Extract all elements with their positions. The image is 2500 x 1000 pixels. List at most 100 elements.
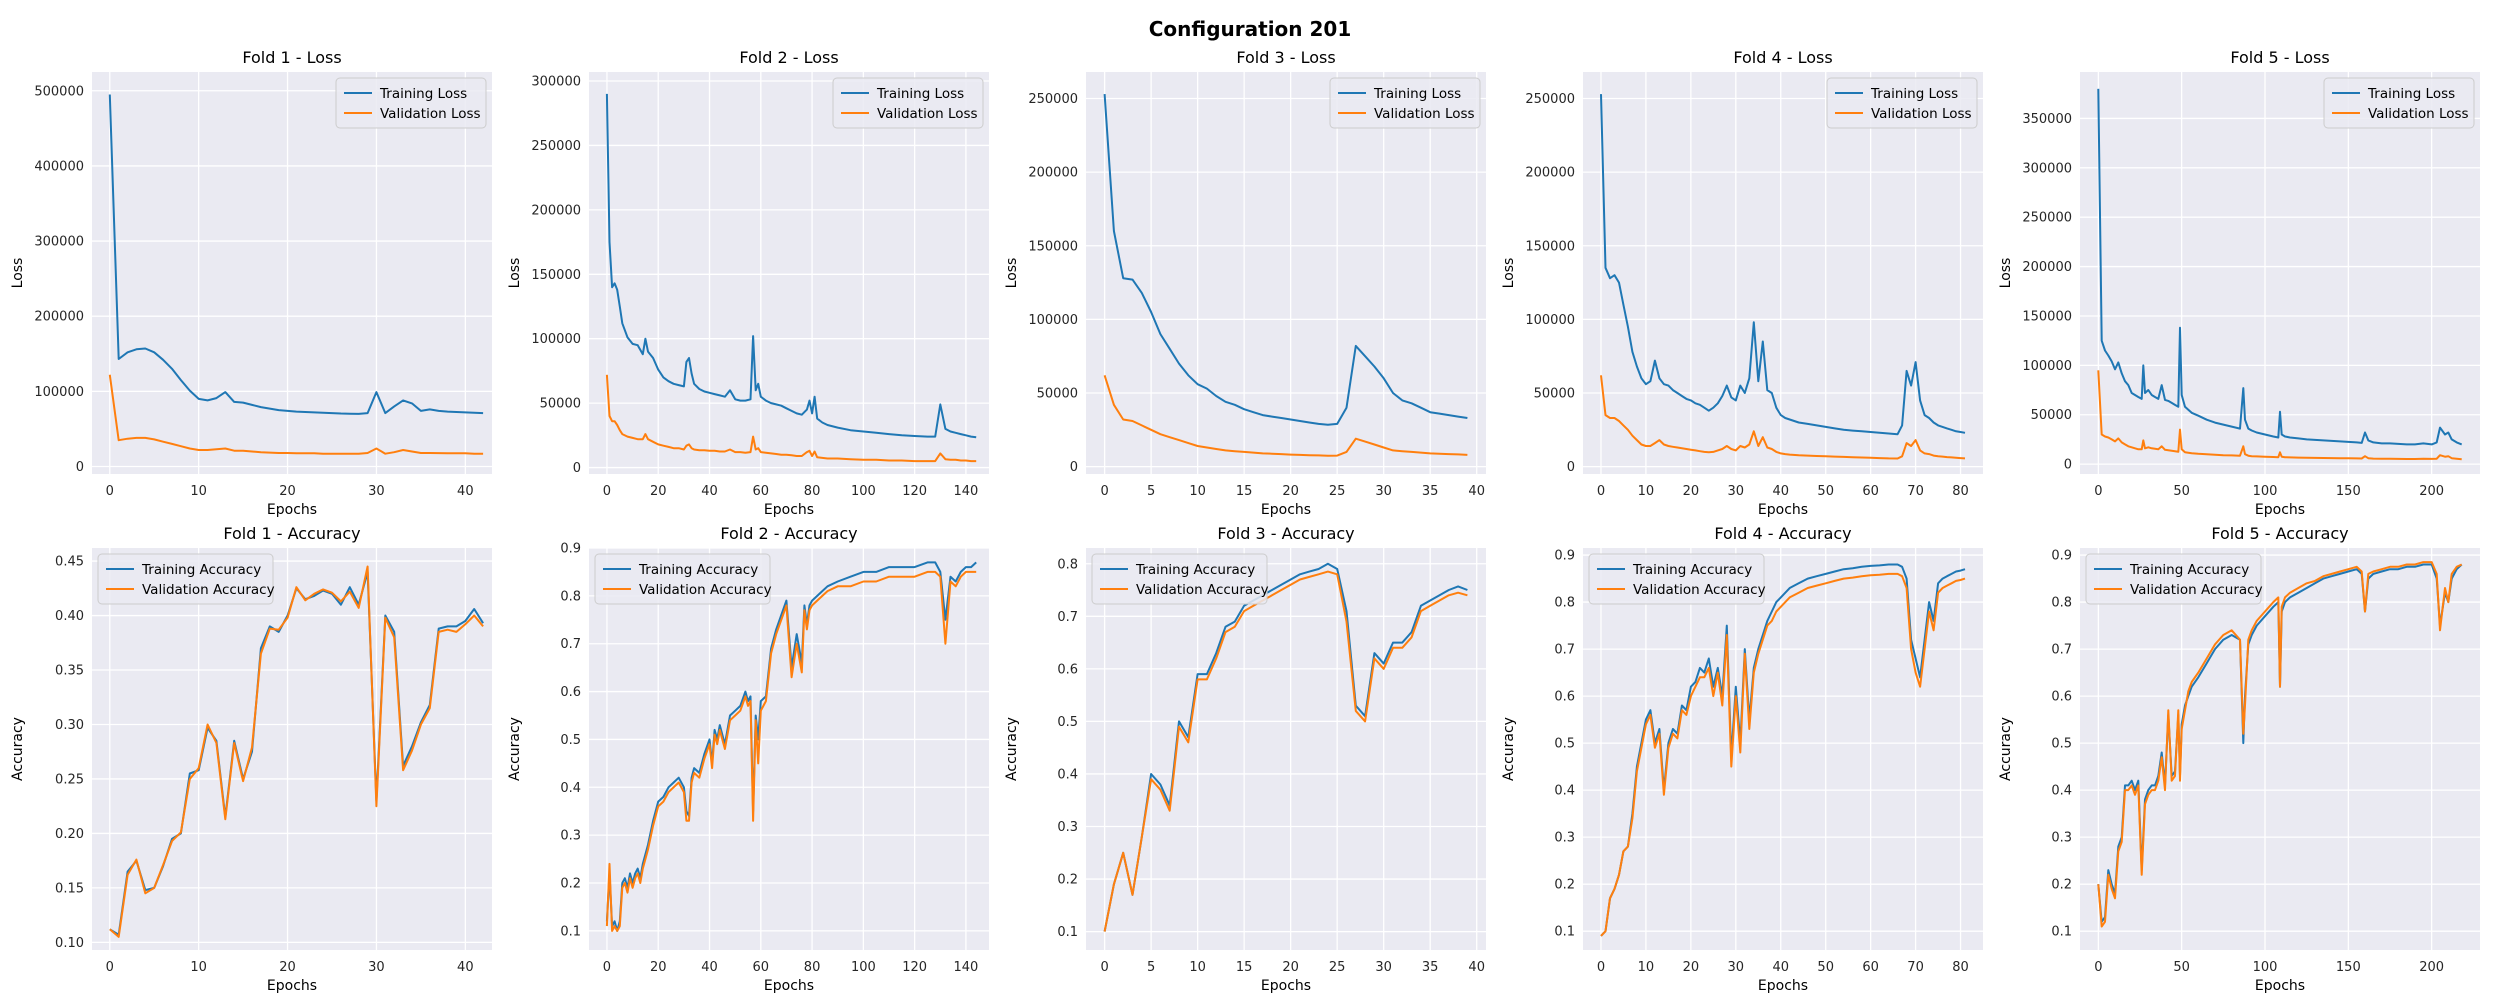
- y-tick-label: 0.1: [1554, 925, 1575, 940]
- y-axis-label: Loss: [10, 258, 26, 289]
- y-tick-label: 0.4: [560, 781, 581, 796]
- y-tick-label: 0: [1070, 460, 1078, 475]
- legend-label: Training Loss: [2367, 86, 2455, 102]
- y-tick-label: 0.5: [1554, 737, 1575, 752]
- x-tick-label: 20: [279, 960, 296, 975]
- y-tick-label: 0.2: [2051, 878, 2072, 893]
- x-tick-label: 20: [1683, 484, 1700, 499]
- plot-area: [1583, 548, 1983, 950]
- y-tick-label: 0.15: [55, 881, 84, 896]
- x-tick-label: 10: [1638, 960, 1655, 975]
- y-tick-label: 0.6: [560, 685, 581, 700]
- x-tick-label: 0: [603, 484, 611, 499]
- series-line-training: [1103, 94, 1468, 426]
- x-tick-label: 70: [1907, 484, 1924, 499]
- y-axis-label: Accuracy: [10, 717, 26, 781]
- subplot-9: 0 10 20 30 40 50 60 70 80 0.1 0.2 0.3 0.4 0.5 0.6 0.7 0.…: [1501, 524, 1983, 994]
- y-tick-label: 0.6: [2051, 690, 2072, 705]
- legend-box: [335, 77, 487, 129]
- x-tick-label: 40: [1468, 960, 1485, 975]
- x-tick-label: 0: [1597, 484, 1605, 499]
- y-tick-label: 0.8: [1554, 596, 1575, 611]
- x-tick-label: 0: [2094, 484, 2102, 499]
- x-tick-label: 140: [954, 484, 979, 499]
- y-tick-label: 0.9: [560, 542, 581, 557]
- subplot-6: 0 10 20 30 40 0.10 0.15 0.20 0.25 0.30 0.35 0.40 0.4…: [10, 524, 492, 994]
- y-tick-label: 0.8: [1057, 557, 1078, 572]
- x-tick-label: 20: [650, 484, 667, 499]
- x-tick-label: 50: [2173, 960, 2190, 975]
- subplot-5: 0 50 100 150 200 0 50000 100000 150000 200000 2500…: [1998, 48, 2480, 518]
- y-tick-label: 0.3: [560, 829, 581, 844]
- x-tick-label: 30: [1728, 484, 1745, 499]
- x-tick-label: 25: [1329, 960, 1346, 975]
- legend-label: Training Loss: [876, 86, 964, 102]
- legend: Training Loss Validation Loss: [335, 77, 487, 129]
- x-tick-label: 40: [1772, 960, 1789, 975]
- legend-label: Training Accuracy: [1632, 562, 1752, 578]
- x-tick-label: 40: [1772, 484, 1789, 499]
- y-tick-label: 200000: [2022, 260, 2072, 275]
- legend-label: Validation Accuracy: [639, 582, 772, 598]
- y-tick-label: 0.3: [2051, 831, 2072, 846]
- plot-area: [589, 548, 989, 950]
- y-tick-label: 0: [2064, 458, 2072, 473]
- legend-label: Validation Accuracy: [1136, 582, 1269, 598]
- y-axis-label: Accuracy: [1501, 717, 1517, 781]
- x-tick-label: 0: [2094, 960, 2102, 975]
- figure-title: Configuration 201: [1149, 17, 1352, 41]
- y-tick-label: 0.7: [2051, 643, 2072, 658]
- y-tick-label: 0.2: [1057, 873, 1078, 888]
- x-axis-label: Epochs: [764, 978, 814, 994]
- y-tick-label: 0.3: [1554, 831, 1575, 846]
- x-tick-label: 50: [1817, 484, 1834, 499]
- y-tick-label: 0.35: [55, 664, 84, 679]
- x-tick-label: 60: [1862, 960, 1879, 975]
- y-tick-label: 0.5: [560, 733, 581, 748]
- y-tick-label: 0.1: [1057, 925, 1078, 940]
- legend: Training Accuracy Validation Accuracy: [1091, 553, 1269, 605]
- x-tick-label: 40: [457, 960, 474, 975]
- y-tick-label: 50000: [2031, 408, 2072, 423]
- x-tick-label: 0: [1100, 960, 1108, 975]
- x-tick-label: 120: [902, 960, 927, 975]
- subplot-title: Fold 5 - Loss: [2230, 48, 2329, 67]
- x-tick-label: 100: [851, 960, 876, 975]
- x-axis-label: Epochs: [1261, 978, 1311, 994]
- x-tick-label: 30: [1375, 484, 1392, 499]
- y-tick-label: 0.2: [1554, 878, 1575, 893]
- x-tick-label: 40: [701, 960, 718, 975]
- x-tick-label: 140: [954, 960, 979, 975]
- y-tick-label: 250000: [1525, 92, 1575, 107]
- y-tick-label: 300000: [34, 235, 84, 250]
- legend-box: [1588, 553, 1765, 605]
- y-tick-label: 500000: [34, 84, 84, 99]
- subplot-2: 0 20 40 60 80 100 120 140 0 50000 100000 150000 2000…: [507, 48, 989, 518]
- y-tick-label: 150000: [1525, 239, 1575, 254]
- x-axis-label: Epochs: [2255, 502, 2305, 518]
- subplot-8: 0 5 10 15 20 25 30 35 40 0.1 0.2 0.3 0.4 0.5 0.6 0.7 0.8…: [1004, 524, 1486, 994]
- series-line-validation: [605, 374, 977, 463]
- x-tick-label: 0: [603, 960, 611, 975]
- y-tick-label: 0.9: [2051, 549, 2072, 564]
- y-tick-label: 0.7: [560, 637, 581, 652]
- x-tick-label: 50: [1817, 960, 1834, 975]
- x-tick-label: 60: [1862, 484, 1879, 499]
- y-tick-label: 100000: [531, 332, 581, 347]
- legend-label: Validation Accuracy: [2130, 582, 2263, 598]
- y-tick-label: 0.4: [1554, 784, 1575, 799]
- x-tick-label: 50: [2173, 484, 2190, 499]
- series-line-training: [108, 94, 484, 415]
- x-tick-label: 200: [2419, 960, 2444, 975]
- y-tick-label: 100000: [34, 385, 84, 400]
- x-tick-label: 35: [1422, 960, 1439, 975]
- y-tick-label: 0.7: [1554, 643, 1575, 658]
- series-line-validation: [1600, 375, 1966, 460]
- x-tick-label: 10: [1189, 960, 1206, 975]
- y-tick-label: 0.1: [2051, 925, 2072, 940]
- y-tick-label: 0: [573, 461, 581, 476]
- plot-area: [92, 72, 492, 474]
- x-tick-label: 0: [106, 960, 114, 975]
- y-tick-label: 0.45: [55, 555, 84, 570]
- y-tick-label: 100000: [2022, 359, 2072, 374]
